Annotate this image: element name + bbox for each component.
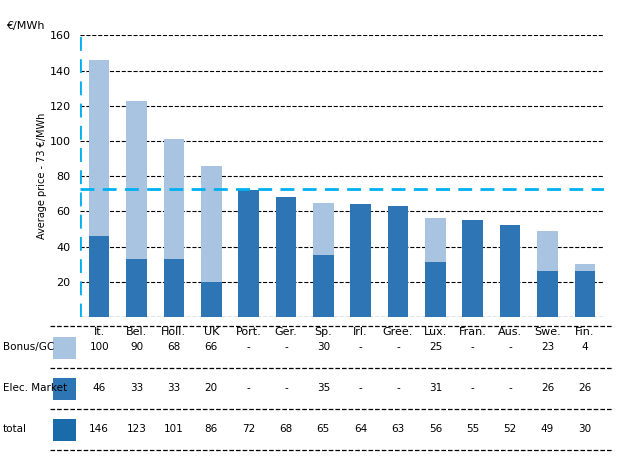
Bar	[425, 263, 446, 317]
Text: 35: 35	[317, 383, 330, 393]
Text: -: -	[359, 342, 363, 352]
Bar	[163, 139, 184, 259]
Bar	[500, 226, 521, 317]
Text: 23: 23	[541, 342, 554, 352]
Text: 55: 55	[466, 424, 479, 434]
Text: Elec. Market: Elec. Market	[3, 383, 67, 393]
Text: 20: 20	[205, 383, 218, 393]
Text: 66: 66	[205, 342, 218, 352]
Bar	[350, 204, 371, 317]
Bar	[537, 271, 558, 317]
Text: 63: 63	[391, 424, 405, 434]
Text: total: total	[3, 424, 27, 434]
Text: 123: 123	[126, 424, 147, 434]
Bar	[387, 206, 409, 317]
Text: 4: 4	[581, 342, 588, 352]
Bar	[425, 219, 446, 263]
Bar	[201, 282, 222, 317]
Bar	[313, 202, 334, 255]
Text: -: -	[359, 383, 363, 393]
Bar	[462, 220, 483, 317]
Text: 46: 46	[92, 383, 106, 393]
Text: 65: 65	[317, 424, 330, 434]
Text: -: -	[284, 383, 288, 393]
Y-axis label: Average price - 73 €/MWh: Average price - 73 €/MWh	[37, 113, 47, 239]
Text: -: -	[471, 383, 475, 393]
Text: 72: 72	[242, 424, 255, 434]
Text: 26: 26	[578, 383, 592, 393]
Text: -: -	[396, 342, 400, 352]
Bar	[313, 255, 334, 317]
Text: 25: 25	[429, 342, 442, 352]
Text: 56: 56	[429, 424, 442, 434]
Text: 30: 30	[578, 424, 591, 434]
Bar	[275, 197, 297, 317]
Bar	[126, 101, 147, 259]
Text: Bonus/GC: Bonus/GC	[3, 342, 54, 352]
Text: 33: 33	[130, 383, 143, 393]
Text: 68: 68	[167, 342, 181, 352]
Text: 101: 101	[164, 424, 184, 434]
Bar	[163, 259, 184, 317]
Text: €/MWh: €/MWh	[6, 21, 45, 31]
Text: 90: 90	[130, 342, 143, 352]
Bar	[89, 236, 110, 317]
Text: 146: 146	[89, 424, 109, 434]
Text: 52: 52	[503, 424, 517, 434]
Bar	[238, 190, 259, 317]
Text: 100: 100	[89, 342, 109, 352]
Text: -: -	[247, 383, 251, 393]
Text: -: -	[508, 383, 512, 393]
Bar	[201, 166, 222, 282]
Bar	[537, 231, 558, 271]
Text: 31: 31	[429, 383, 442, 393]
Text: -: -	[247, 342, 251, 352]
Bar	[89, 60, 110, 236]
Text: -: -	[284, 342, 288, 352]
Bar	[126, 259, 147, 317]
Text: 26: 26	[541, 383, 554, 393]
Text: 68: 68	[279, 424, 293, 434]
Text: 30: 30	[317, 342, 330, 352]
Text: -: -	[508, 342, 512, 352]
Text: -: -	[396, 383, 400, 393]
Bar	[574, 271, 595, 317]
Text: 49: 49	[541, 424, 554, 434]
Text: 86: 86	[205, 424, 218, 434]
Bar	[574, 264, 595, 271]
Text: 33: 33	[167, 383, 181, 393]
Text: 64: 64	[354, 424, 367, 434]
Text: -: -	[471, 342, 475, 352]
